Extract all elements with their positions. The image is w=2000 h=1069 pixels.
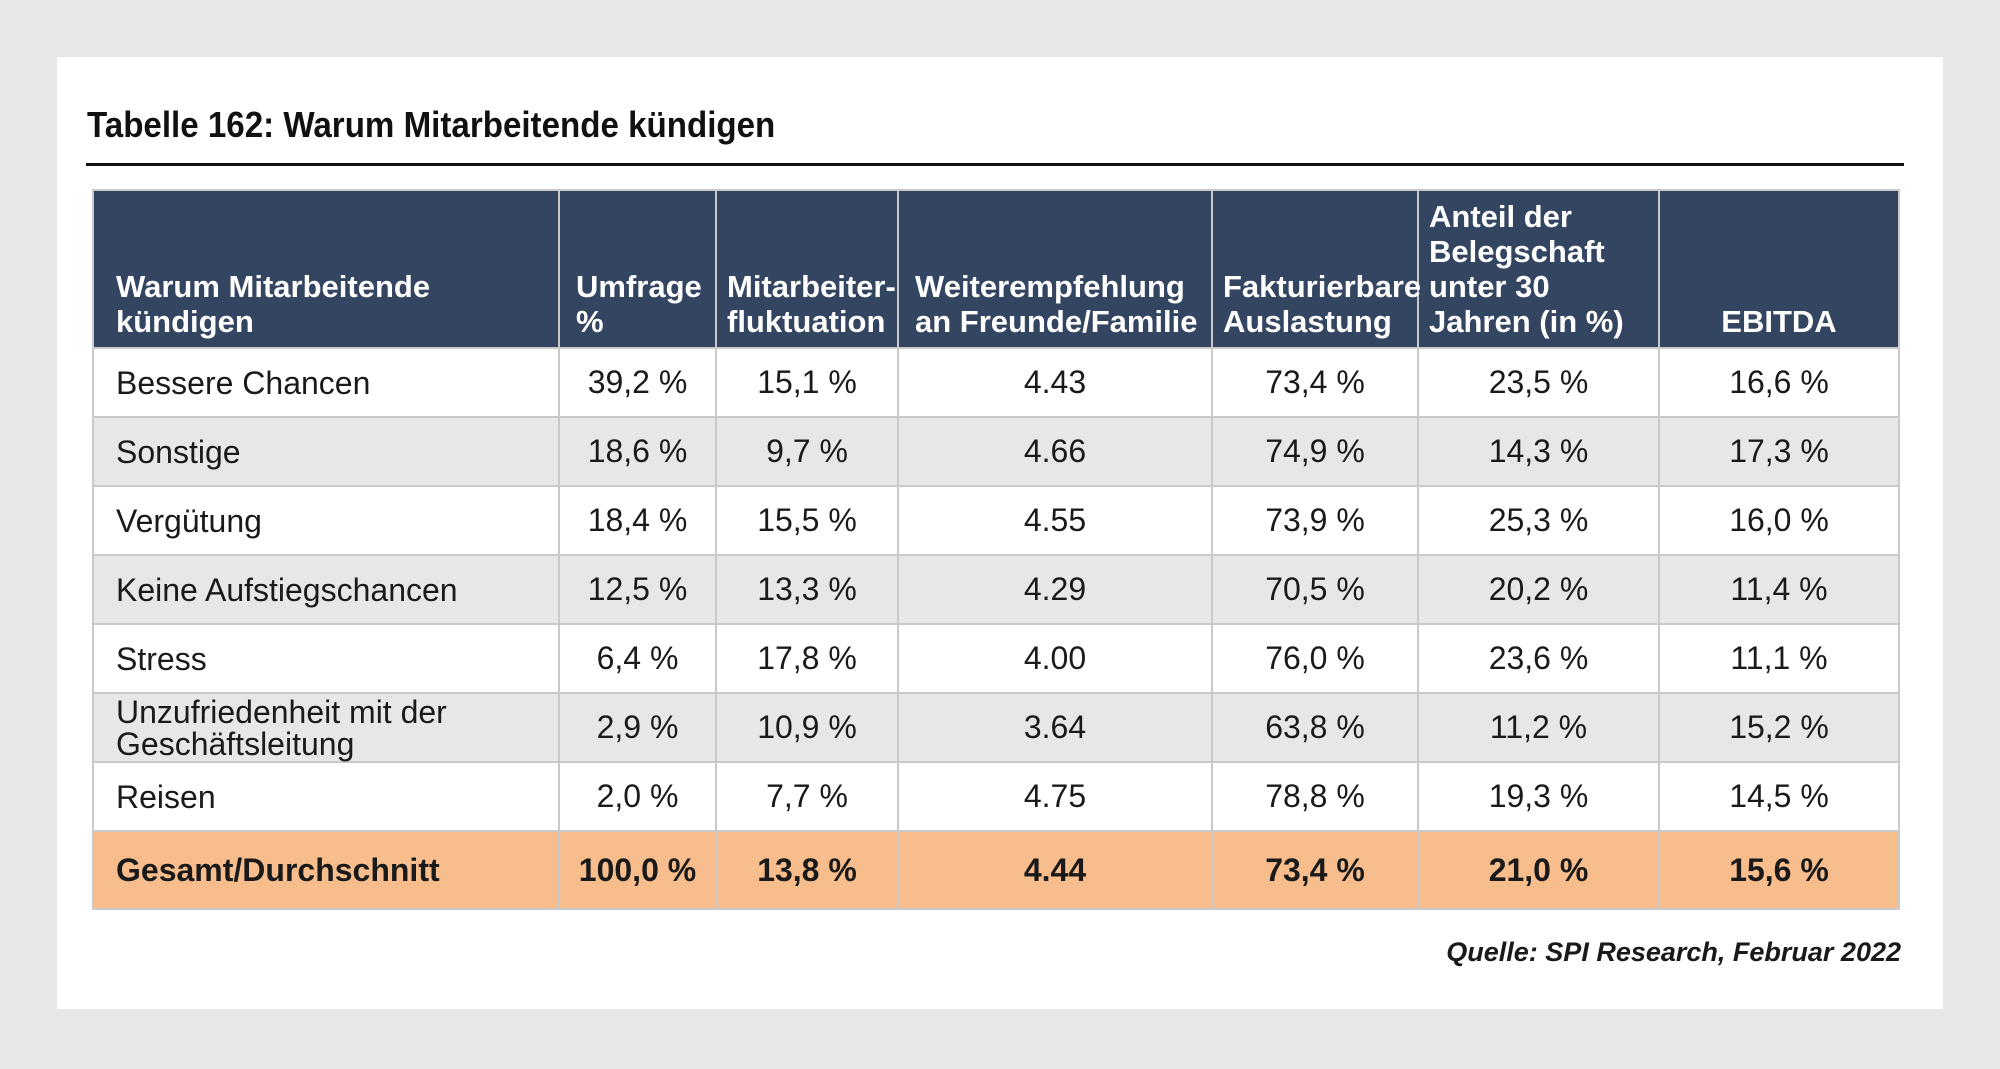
total-under-30: 21,0 % xyxy=(1417,830,1660,910)
source-note: Quelle: SPI Research, Februar 2022 xyxy=(1446,937,1901,967)
header-row: Warum Mitarbeitende kündigen Umfrage % M… xyxy=(92,189,1900,349)
cell-turnover: 7,7 % xyxy=(715,761,899,832)
cell-under-30: 23,6 % xyxy=(1417,623,1660,694)
cell-survey: 39,2 % xyxy=(558,347,717,418)
row-label: Vergütung xyxy=(92,485,560,556)
total-survey: 100,0 % xyxy=(558,830,717,910)
cell-recommendation: 4.43 xyxy=(897,347,1213,418)
cell-turnover: 13,3 % xyxy=(715,554,899,625)
cell-ebitda: 16,6 % xyxy=(1658,347,1900,418)
title-rule xyxy=(86,163,1904,166)
header-recommendation: Weiterempfehlung an Freunde/Familie xyxy=(897,189,1213,349)
cell-turnover: 9,7 % xyxy=(715,416,899,487)
cell-recommendation: 4.75 xyxy=(897,761,1213,832)
cell-ebitda: 17,3 % xyxy=(1658,416,1900,487)
cell-survey: 18,4 % xyxy=(558,485,717,556)
table-row: Keine Aufstiegschancen 12,5 % 13,3 % 4.2… xyxy=(92,554,1900,625)
table-card: Tabelle 162: Warum Mitarbeitende kündige… xyxy=(57,57,1943,1009)
table-row: Stress 6,4 % 17,8 % 4.00 76,0 % 23,6 % 1… xyxy=(92,623,1900,694)
data-table: Warum Mitarbeitende kündigen Umfrage % M… xyxy=(92,189,1900,910)
cell-under-30: 23,5 % xyxy=(1417,347,1660,418)
cell-utilization: 73,4 % xyxy=(1211,347,1419,418)
table-row: Sonstige 18,6 % 9,7 % 4.66 74,9 % 14,3 %… xyxy=(92,416,1900,487)
table-title: Tabelle 162: Warum Mitarbeitende kündige… xyxy=(87,104,776,145)
cell-survey: 18,6 % xyxy=(558,416,717,487)
row-label: Keine Aufstiegschancen xyxy=(92,554,560,625)
cell-turnover: 15,1 % xyxy=(715,347,899,418)
cell-survey: 2,0 % xyxy=(558,761,717,832)
cell-turnover: 10,9 % xyxy=(715,692,899,763)
row-label: Stress xyxy=(92,623,560,694)
cell-ebitda: 15,2 % xyxy=(1658,692,1900,763)
cell-utilization: 76,0 % xyxy=(1211,623,1419,694)
header-turnover: Mitarbeiter-fluktuation xyxy=(715,189,899,349)
cell-utilization: 78,8 % xyxy=(1211,761,1419,832)
cell-recommendation: 3.64 xyxy=(897,692,1213,763)
table-row: Bessere Chancen 39,2 % 15,1 % 4.43 73,4 … xyxy=(92,347,1900,418)
header-reason: Warum Mitarbeitende kündigen xyxy=(92,189,560,349)
total-turnover: 13,8 % xyxy=(715,830,899,910)
row-label: Reisen xyxy=(92,761,560,832)
cell-ebitda: 11,4 % xyxy=(1658,554,1900,625)
total-utilization: 73,4 % xyxy=(1211,830,1419,910)
cell-turnover: 15,5 % xyxy=(715,485,899,556)
table-row: Unzufriedenheit mit der Geschäftsleitung… xyxy=(92,692,1900,763)
total-label: Gesamt/Durchschnitt xyxy=(92,830,560,910)
cell-ebitda: 14,5 % xyxy=(1658,761,1900,832)
total-row: Gesamt/Durchschnitt 100,0 % 13,8 % 4.44 … xyxy=(92,830,1900,910)
cell-ebitda: 16,0 % xyxy=(1658,485,1900,556)
cell-turnover: 17,8 % xyxy=(715,623,899,694)
cell-under-30: 11,2 % xyxy=(1417,692,1660,763)
header-survey: Umfrage % xyxy=(558,189,717,349)
cell-recommendation: 4.55 xyxy=(897,485,1213,556)
cell-under-30: 14,3 % xyxy=(1417,416,1660,487)
total-ebitda: 15,6 % xyxy=(1658,830,1900,910)
cell-under-30: 19,3 % xyxy=(1417,761,1660,832)
cell-utilization: 63,8 % xyxy=(1211,692,1419,763)
total-recommendation: 4.44 xyxy=(897,830,1213,910)
cell-recommendation: 4.29 xyxy=(897,554,1213,625)
cell-ebitda: 11,1 % xyxy=(1658,623,1900,694)
cell-survey: 12,5 % xyxy=(558,554,717,625)
cell-utilization: 73,9 % xyxy=(1211,485,1419,556)
cell-survey: 2,9 % xyxy=(558,692,717,763)
row-label: Bessere Chancen xyxy=(92,347,560,418)
row-label: Unzufriedenheit mit der Geschäftsleitung xyxy=(92,692,560,763)
header-under-30: Anteil der Belegschaft unter 30 Jahren (… xyxy=(1417,189,1660,349)
header-utilization: Fakturierbare Auslastung xyxy=(1211,189,1421,349)
cell-under-30: 20,2 % xyxy=(1417,554,1660,625)
table-row: Vergütung 18,4 % 15,5 % 4.55 73,9 % 25,3… xyxy=(92,485,1900,556)
cell-recommendation: 4.00 xyxy=(897,623,1213,694)
cell-under-30: 25,3 % xyxy=(1417,485,1660,556)
cell-utilization: 74,9 % xyxy=(1211,416,1419,487)
header-ebitda: EBITDA xyxy=(1658,189,1900,349)
cell-utilization: 70,5 % xyxy=(1211,554,1419,625)
cell-recommendation: 4.66 xyxy=(897,416,1213,487)
row-label: Sonstige xyxy=(92,416,560,487)
cell-survey: 6,4 % xyxy=(558,623,717,694)
table-row: Reisen 2,0 % 7,7 % 4.75 78,8 % 19,3 % 14… xyxy=(92,761,1900,832)
